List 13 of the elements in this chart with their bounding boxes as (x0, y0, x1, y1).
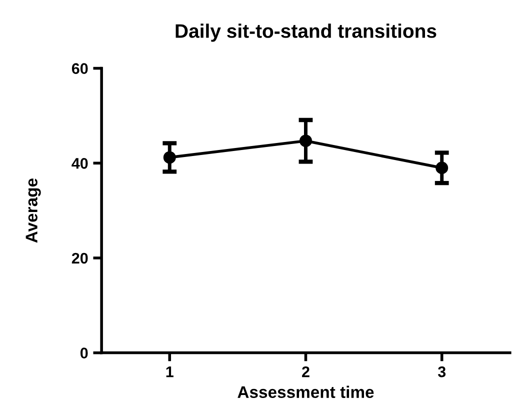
point (300, 134, 312, 148)
y-axis-title: Average (26, 178, 41, 243)
x-tick-label: 1 (166, 366, 174, 378)
y-tick-label: 60 (72, 63, 88, 74)
x-tick-label: 3 (438, 366, 446, 378)
point (436, 162, 448, 174)
chart-title: Daily sit-to-stand transitions (176, 24, 436, 42)
point (163, 151, 176, 164)
y-tick-label: 20 (72, 252, 88, 264)
y-tick-label: 0 (80, 348, 88, 358)
x-tick-label: 2 (302, 366, 310, 378)
x-axis-title: Assessment time (238, 386, 374, 398)
y-tick-label: 40 (72, 158, 88, 169)
